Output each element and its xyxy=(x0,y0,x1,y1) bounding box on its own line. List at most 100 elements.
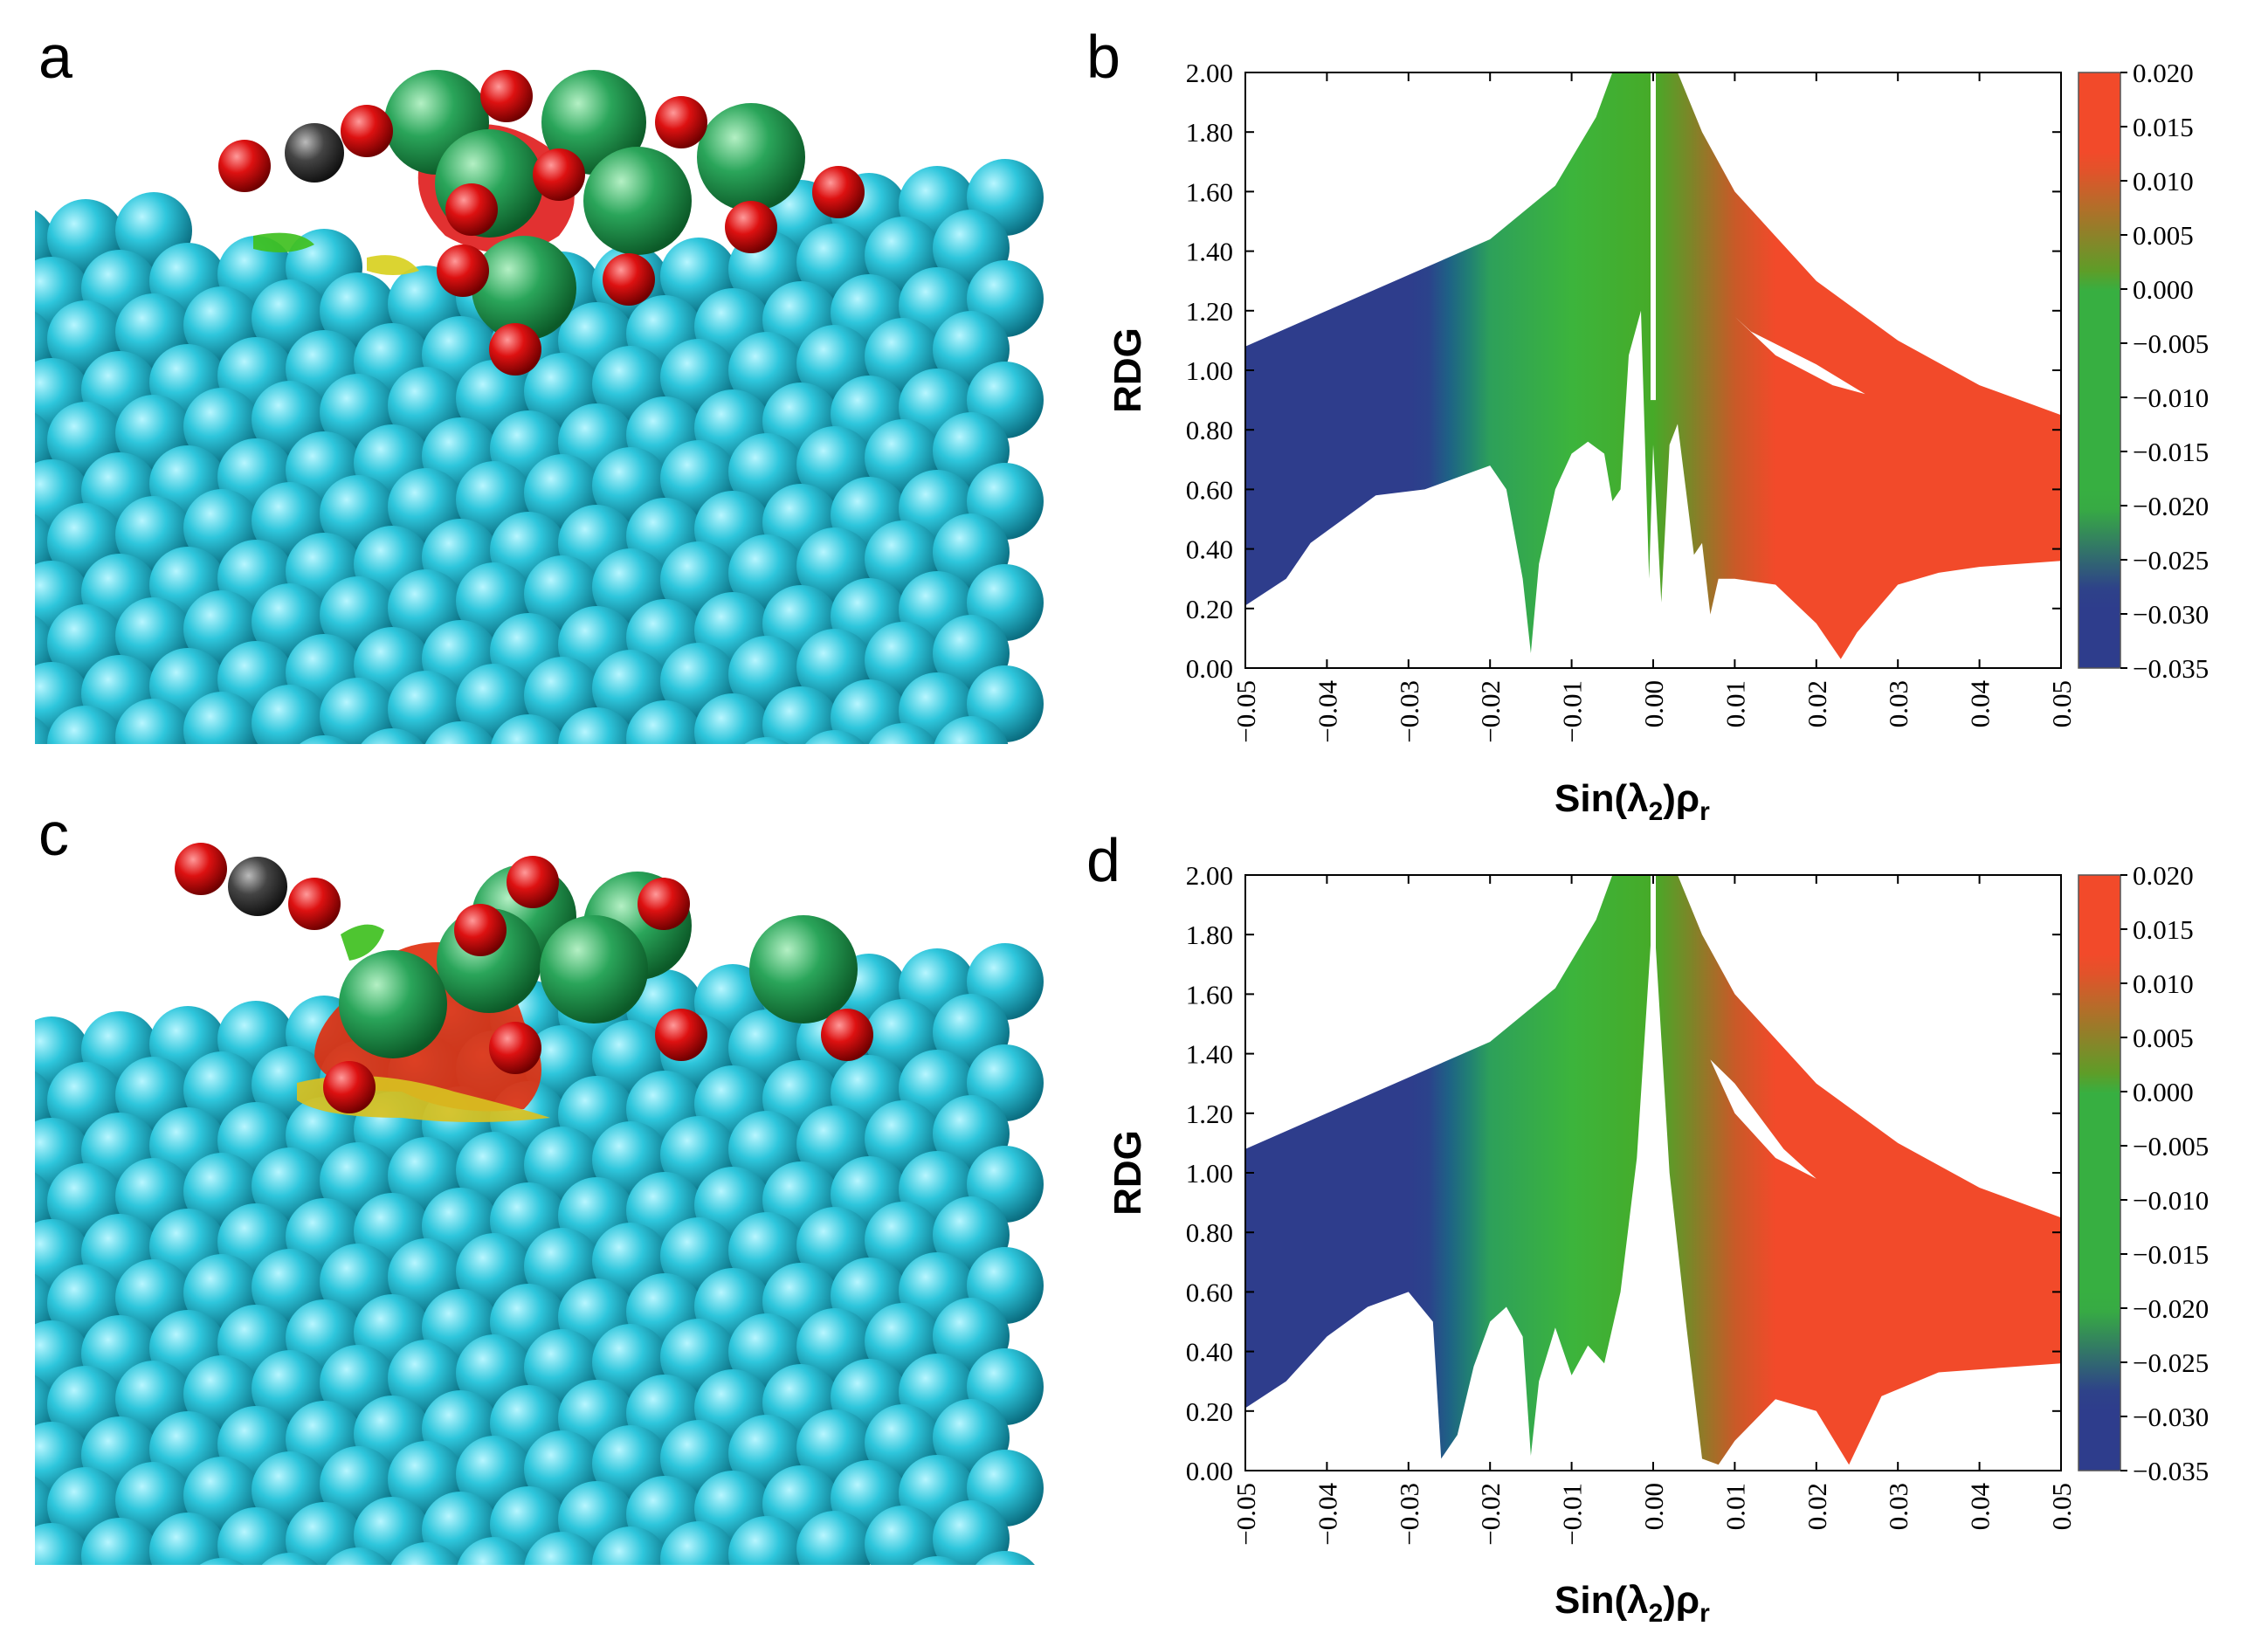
colorbar xyxy=(2078,874,2121,1471)
colorbar-tick-label: −0.030 xyxy=(2133,1402,2209,1432)
panel-label-d: d xyxy=(1086,826,1120,894)
surface-atom xyxy=(558,707,635,751)
colorbar-tick-label: −0.010 xyxy=(2133,1185,2209,1216)
y-tick-label: 1.40 xyxy=(1186,237,1233,267)
adsorbate-cluster xyxy=(175,843,873,1122)
x-tick-label: 0.04 xyxy=(1965,680,1996,728)
colorbar-tick-label: −0.015 xyxy=(2133,437,2209,467)
y-tick-label: 0.00 xyxy=(1186,1456,1233,1486)
colorbar-tick-label: 0.020 xyxy=(2133,58,2194,88)
oxygen-atom xyxy=(323,1061,376,1113)
x-tick-label: −0.04 xyxy=(1312,680,1342,743)
surface-atom xyxy=(796,1511,873,1572)
carbon-atom xyxy=(228,857,287,916)
large-atom xyxy=(472,236,576,341)
oxygen-atom xyxy=(603,253,655,306)
surface-atom xyxy=(423,721,498,751)
y-tick-label: 2.00 xyxy=(1186,860,1233,891)
surface-atom xyxy=(490,714,567,751)
x-tick-label: 0.02 xyxy=(1802,1483,1832,1530)
colorbar-tick-label: 0.000 xyxy=(2133,1077,2194,1107)
large-atom xyxy=(339,950,447,1058)
oxygen-atom xyxy=(655,96,707,148)
colorbar-tick-label: −0.005 xyxy=(2133,328,2209,359)
panel-label-c: c xyxy=(38,800,69,868)
x-tick-label: 0.01 xyxy=(1720,680,1750,727)
surface-atom xyxy=(456,1537,533,1572)
x-tick-label: 0.05 xyxy=(2046,680,2077,727)
large-atom xyxy=(540,915,648,1023)
colorbar-tick-label: −0.005 xyxy=(2133,1131,2209,1161)
surface-atom xyxy=(252,685,328,751)
oxygen-atom xyxy=(655,1009,707,1061)
y-tick-label: 1.20 xyxy=(1186,296,1233,327)
colorbar-tick-label: 0.000 xyxy=(2133,274,2194,305)
oxygen-atom xyxy=(638,878,690,930)
scatter-region xyxy=(1245,875,2061,1465)
y-tick-label: 0.60 xyxy=(1186,1277,1233,1307)
y-tick-label: 1.60 xyxy=(1186,979,1233,1010)
molecular-model-c xyxy=(35,843,1048,1572)
oxygen-atom xyxy=(175,843,227,895)
molecular-model-a xyxy=(35,70,1048,751)
x-axis-label-b: Sin(λ2)ρr xyxy=(1555,777,1710,826)
colorbar-tick-label: −0.010 xyxy=(2133,382,2209,413)
panel-label-b: b xyxy=(1086,23,1120,91)
x-tick-label: −0.05 xyxy=(1231,680,1261,743)
x-tick-label: −0.01 xyxy=(1557,1483,1588,1546)
colorbar-tick-label: −0.025 xyxy=(2133,1347,2209,1378)
x-tick-label: −0.03 xyxy=(1394,1483,1424,1546)
y-axis-label: RDG xyxy=(1106,327,1149,413)
scatter-gap xyxy=(1710,1059,1816,1179)
surface-atom xyxy=(149,1513,226,1572)
surface-atom xyxy=(35,1523,90,1572)
large-atom xyxy=(583,147,692,255)
oxygen-atom xyxy=(218,140,271,192)
large-atom xyxy=(541,70,646,175)
y-tick-label: 0.00 xyxy=(1186,653,1233,684)
colorbar-tick-label: 0.010 xyxy=(2133,166,2194,196)
x-tick-label: 0.04 xyxy=(1965,1483,1996,1531)
oxygen-atom xyxy=(437,245,489,297)
oxygen-atom xyxy=(725,201,777,253)
nci-isosurface xyxy=(253,232,314,252)
colorbar xyxy=(2078,72,2121,669)
colorbar-tick-label: 0.005 xyxy=(2133,1023,2194,1053)
surface-atom xyxy=(626,700,703,751)
y-tick-label: 0.80 xyxy=(1186,1217,1233,1248)
oxygen-atom xyxy=(288,878,341,930)
adsorbate-cluster xyxy=(218,70,865,376)
y-tick-label: 1.80 xyxy=(1186,117,1233,148)
colorbar-tick-label: −0.025 xyxy=(2133,545,2209,575)
x-tick-label: −0.01 xyxy=(1557,680,1588,743)
x-tick-label: 0.03 xyxy=(1883,1483,1913,1530)
oxygen-atom xyxy=(812,166,865,218)
surface-atom xyxy=(47,706,124,751)
x-tick-label: −0.04 xyxy=(1312,1483,1342,1546)
oxygen-atom xyxy=(480,70,533,122)
surface-atom xyxy=(115,699,192,751)
scatter-gap xyxy=(1651,875,1656,1203)
y-tick-label: 0.20 xyxy=(1186,594,1233,624)
panel-label-a: a xyxy=(38,23,72,91)
y-tick-label: 2.00 xyxy=(1186,58,1233,88)
oxygen-atom xyxy=(507,856,559,908)
scatter-region xyxy=(1245,72,2061,659)
x-tick-label: 0.01 xyxy=(1720,1483,1750,1530)
y-tick-label: 1.00 xyxy=(1186,355,1233,386)
surface-atom xyxy=(694,693,771,751)
x-tick-label: 0.05 xyxy=(2046,1483,2077,1530)
colorbar-tick-label: 0.005 xyxy=(2133,220,2194,251)
y-tick-label: 1.40 xyxy=(1186,1039,1233,1070)
x-tick-label: 0.00 xyxy=(1638,1483,1669,1530)
x-tick-label: −0.05 xyxy=(1231,1483,1261,1546)
colorbar-tick-label: −0.020 xyxy=(2133,491,2209,521)
surface-atoms xyxy=(35,943,1044,1572)
colorbar-tick-label: 0.010 xyxy=(2133,968,2194,999)
colorbar-tick-label: −0.035 xyxy=(2133,1456,2209,1486)
oxygen-atom xyxy=(454,904,507,956)
y-tick-label: 0.80 xyxy=(1186,415,1233,445)
colorbar-tick-label: 0.020 xyxy=(2133,860,2194,891)
oxygen-atom xyxy=(489,323,541,376)
carbon-atom xyxy=(285,123,344,183)
